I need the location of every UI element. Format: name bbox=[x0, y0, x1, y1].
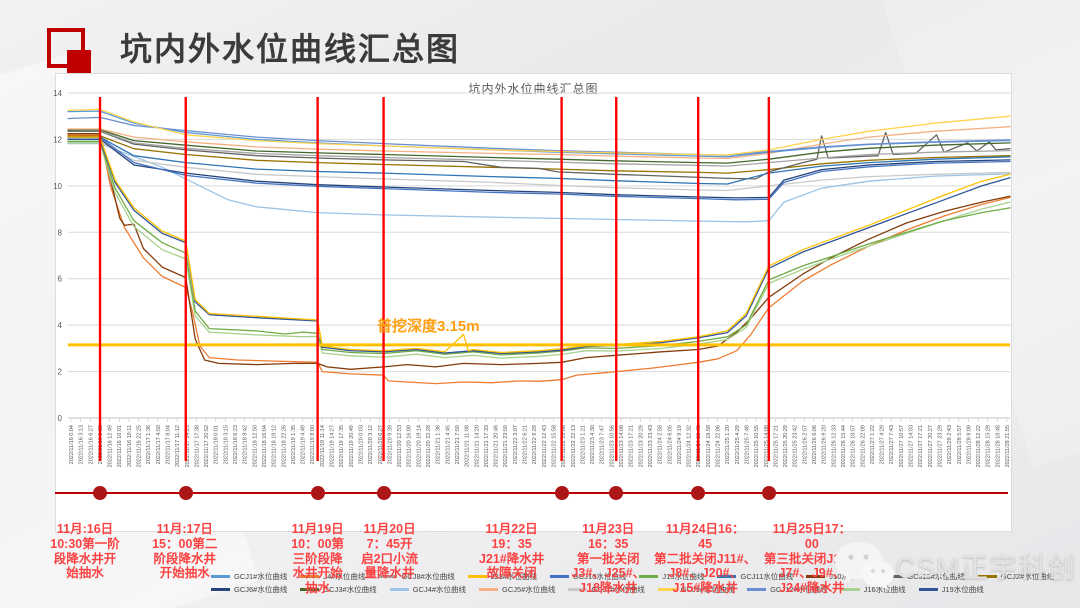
event-annotation: 11月:17日 15：00第二 阶段降水井 开始抽水 bbox=[152, 522, 218, 581]
legend-item: GCJ7#水位曲线 bbox=[568, 584, 645, 595]
legend-item: GCJ8#水位曲线 bbox=[378, 571, 455, 582]
watermark: CSM正宇科创 bbox=[833, 541, 1076, 591]
legend-swatch bbox=[300, 588, 320, 591]
legend-item: GCJ13#水位曲线 bbox=[884, 571, 965, 582]
legend-label: J4#水位曲线 bbox=[323, 572, 366, 581]
wechat-icon bbox=[835, 542, 894, 590]
legend-label: GCJ5#水位曲线 bbox=[502, 585, 556, 594]
timeline-dot bbox=[376, 486, 391, 500]
watermark-text: CSM正宇科创 bbox=[895, 552, 1077, 583]
timeline-dot bbox=[93, 486, 108, 500]
legend-label: GCJ1#水位曲线 bbox=[234, 572, 288, 581]
legend-swatch bbox=[300, 575, 320, 578]
legend-swatch bbox=[550, 575, 570, 578]
legend-swatch bbox=[211, 575, 230, 578]
legend-item: GCJ11水位曲线 bbox=[717, 571, 793, 582]
legend-item: GCJ2#水位曲线 bbox=[977, 571, 1055, 582]
legend-label: GCJ12#水位曲线 bbox=[770, 585, 828, 594]
legend-item: GCJ1#水位曲线 bbox=[211, 571, 287, 582]
timeline-dot bbox=[310, 486, 325, 500]
legend-item: J19水位曲线 bbox=[918, 584, 984, 595]
legend-item: GCJ6#水位曲线 bbox=[211, 584, 287, 595]
legend-swatch bbox=[639, 575, 659, 578]
timeline-dot bbox=[554, 486, 569, 500]
legend-row: GCJ6#水位曲线 GCJ3#水位曲线 GCJ4#水位曲线 GCJ5#水位曲线 GCJ7… bbox=[211, 584, 1071, 595]
legend-swatch bbox=[657, 588, 677, 591]
legend-label: GCJ11水位曲线 bbox=[740, 572, 794, 581]
legend-label: GCJ2#水位曲线 bbox=[1000, 572, 1055, 581]
red-squares-logo-icon bbox=[47, 28, 93, 74]
timeline-dot bbox=[691, 486, 706, 500]
legend-item: GCJ4#水位曲线 bbox=[389, 584, 467, 595]
legend-item: J16水位曲线 bbox=[840, 584, 906, 595]
legend-item: J23#水位曲线 bbox=[467, 571, 538, 582]
event-annotation: 11月24日16： 45 第二批关闭J11#、 J8#、J20#、 J15#降水… bbox=[654, 522, 757, 595]
legend-label: GCJ7#水位曲线 bbox=[591, 585, 645, 594]
legend-item: J4#水位曲线 bbox=[300, 571, 365, 582]
event-annotation: 11月22日 19：35 J21#降水井 故障关闭 bbox=[478, 522, 545, 581]
legend-swatch bbox=[918, 588, 938, 591]
event-annotation: 11月19日 10：00第 三阶段降 水井开始 抽水 bbox=[291, 522, 345, 595]
legend-label: GCJ6#水位曲线 bbox=[234, 585, 288, 594]
legend-label: GCJ9#水位曲线 bbox=[680, 585, 735, 594]
chart-title: 坑内外水位曲线汇总图 bbox=[468, 82, 599, 96]
legend-swatch bbox=[747, 588, 767, 591]
legend-label: GCJ10水位曲线 bbox=[573, 572, 627, 581]
depth-line-label: 普挖深度3.15m bbox=[377, 318, 480, 335]
legend-swatch bbox=[479, 588, 499, 591]
timeline-dot bbox=[609, 486, 624, 500]
legend-swatch bbox=[467, 575, 487, 578]
legend-swatch bbox=[806, 575, 826, 578]
legend-item: GCJ5#水位曲线 bbox=[479, 584, 555, 595]
timeline-axis bbox=[55, 492, 1008, 494]
legend-swatch bbox=[840, 588, 860, 591]
logo-square-fill bbox=[67, 50, 91, 74]
legend-item: GCJ9#水位曲线 bbox=[657, 584, 735, 595]
event-annotation: 11月:16日 10:30第一阶 段降水井开 始抽水 bbox=[50, 522, 120, 581]
timeline-dot bbox=[761, 486, 776, 500]
legend-swatch bbox=[568, 588, 588, 591]
legend-swatch bbox=[378, 575, 398, 578]
legend-label: GCJ4#水位曲线 bbox=[412, 585, 467, 594]
legend-swatch bbox=[884, 575, 904, 578]
event-annotation: 11月23日 16：35 第一批关闭 J3#、J25#、 J18降水井 bbox=[571, 522, 646, 595]
legend-item: GCJ12#水位曲线 bbox=[747, 584, 828, 595]
chart-area: 坑内外水位曲线汇总图 GCJ1#水位曲线 J4#水位曲线 GCJ8#水位曲线 J23#… bbox=[55, 73, 1054, 594]
legend-label: J13水位曲线 bbox=[662, 572, 705, 581]
legend-label: J23#水位曲线 bbox=[490, 572, 538, 581]
page-title: 坑内外水位曲线汇总图 bbox=[120, 31, 461, 67]
legend-label: J16水位曲线 bbox=[863, 585, 906, 594]
legend-item: GCJ10水位曲线 bbox=[550, 571, 626, 582]
logo-square-outline bbox=[47, 28, 85, 68]
legend-label: GCJ13#水位曲线 bbox=[907, 572, 965, 581]
event-annotation: 11月20日 7：45开 启2口小流 量降水井 bbox=[361, 522, 419, 581]
legend-item: GCJ3#水位曲线 bbox=[300, 584, 377, 595]
legend-swatch bbox=[211, 588, 230, 591]
timeline-dot bbox=[178, 486, 193, 500]
legend-swatch bbox=[977, 575, 997, 578]
legend-label: J19水位曲线 bbox=[941, 585, 984, 594]
legend-label: GCJ3#水位曲线 bbox=[323, 585, 377, 594]
legend-swatch bbox=[717, 575, 737, 578]
legend-swatch bbox=[389, 588, 409, 591]
legend-label: GCJ8#水位曲线 bbox=[401, 572, 455, 581]
legend-item: J13水位曲线 bbox=[639, 571, 704, 582]
